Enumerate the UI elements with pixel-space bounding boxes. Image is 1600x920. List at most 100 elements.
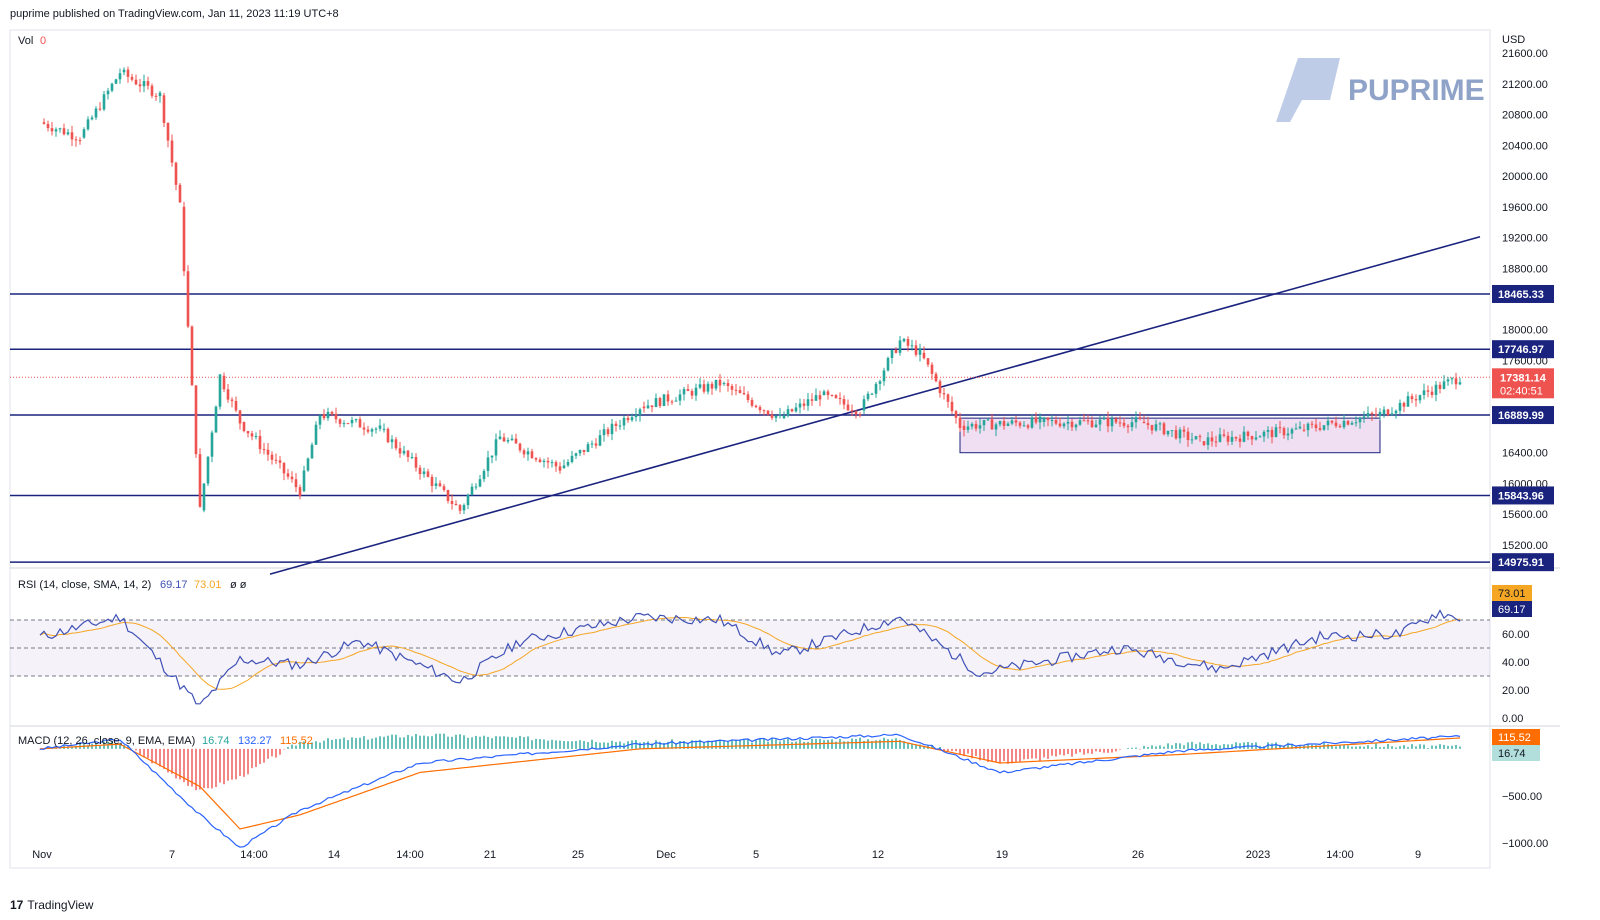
- price-tick-label: 19200.00: [1502, 233, 1548, 245]
- candle-body: [326, 411, 330, 419]
- candle-body: [1458, 382, 1462, 385]
- candle-body: [386, 428, 390, 443]
- candle-body: [974, 423, 978, 429]
- candle-body: [506, 440, 510, 442]
- candle-body: [1190, 439, 1194, 441]
- candle-body: [1166, 430, 1170, 435]
- candle-body: [74, 139, 78, 141]
- candle-body: [910, 345, 914, 347]
- candle-body: [1242, 431, 1246, 442]
- candle-body: [670, 401, 674, 403]
- candle-body: [82, 129, 86, 138]
- time-tick-label: 26: [1132, 849, 1144, 861]
- candle-body: [766, 410, 770, 415]
- candle-body: [1358, 417, 1362, 423]
- candle-body: [226, 389, 230, 400]
- candle-body: [366, 429, 370, 432]
- candle-body: [498, 436, 502, 440]
- candle-body: [774, 415, 778, 418]
- candle-body: [590, 443, 594, 445]
- candle-body: [482, 470, 486, 480]
- candle-body: [1402, 402, 1406, 407]
- candle-body: [1398, 402, 1402, 411]
- candle-body: [190, 326, 194, 386]
- candle-body: [474, 486, 478, 488]
- candle-body: [114, 79, 118, 84]
- candle-body: [642, 406, 646, 409]
- candle-body: [1350, 423, 1354, 425]
- candle-body: [598, 435, 602, 446]
- candle-body: [86, 119, 90, 130]
- candle-body: [918, 348, 922, 355]
- candle-body: [714, 379, 718, 389]
- candle-body: [742, 393, 746, 395]
- candle-body: [586, 444, 590, 452]
- candle-body: [194, 385, 198, 455]
- macd-title: MACD (12, 26, close, 9, EMA, EMA): [18, 735, 195, 747]
- candle-body: [818, 395, 822, 400]
- candle-body: [1058, 423, 1062, 427]
- candle-body: [958, 417, 962, 429]
- rsi-sma-value: 73.01: [194, 579, 222, 591]
- candle-body: [438, 483, 442, 487]
- candle-body: [782, 415, 786, 419]
- candle-body: [238, 410, 242, 424]
- time-tick-label: Dec: [656, 849, 676, 861]
- candle-body: [906, 339, 910, 346]
- candle-body: [414, 456, 418, 468]
- candle-body: [314, 424, 318, 445]
- candle-body: [894, 350, 898, 353]
- candle-body: [398, 448, 402, 454]
- consolidation-box: [959, 417, 1381, 454]
- candle-body: [1070, 421, 1074, 428]
- candle-body: [66, 132, 70, 135]
- candle-body: [1118, 422, 1122, 424]
- candle-body: [674, 400, 678, 402]
- vol-label: Vol: [18, 35, 33, 47]
- price-tick-label: 20400.00: [1502, 140, 1548, 152]
- candle-body: [310, 444, 314, 459]
- price-tick-label: 18000.00: [1502, 325, 1548, 337]
- candle-body: [1250, 436, 1254, 440]
- price-tick-label: 18800.00: [1502, 263, 1548, 275]
- tradingview-logo-icon: 17: [10, 898, 24, 912]
- candle-body: [250, 433, 254, 437]
- level-badge: 17746.97: [1498, 344, 1544, 356]
- candle-body: [1310, 423, 1314, 425]
- candle-body: [1390, 413, 1394, 416]
- candle-body: [658, 398, 662, 407]
- publish-info: puprime published on TradingView.com, Ja…: [10, 8, 339, 20]
- candle-body: [362, 427, 366, 430]
- candle-body: [442, 486, 446, 491]
- candle-body: [1318, 428, 1322, 430]
- candle-body: [382, 428, 386, 430]
- candle-body: [710, 383, 714, 389]
- candle-body: [970, 423, 974, 427]
- candle-body: [738, 390, 742, 394]
- candle-body: [1142, 421, 1146, 424]
- rsi-sma-line: [39, 616, 1461, 690]
- last-price-badge: 17381.14: [1500, 372, 1547, 384]
- candle-body: [1194, 436, 1198, 440]
- level-badge: 14975.91: [1498, 557, 1544, 569]
- candle-body: [574, 453, 578, 456]
- candle-body: [394, 439, 398, 449]
- candle-body: [1246, 431, 1250, 437]
- candle-body: [422, 471, 426, 475]
- candle-body: [150, 85, 154, 96]
- candle-body: [1266, 430, 1270, 432]
- candle-body: [790, 409, 794, 412]
- candle-body: [686, 389, 690, 391]
- candle-body: [514, 438, 518, 444]
- candle-body: [1394, 410, 1398, 414]
- candle-body: [146, 81, 150, 86]
- candle-body: [846, 404, 850, 411]
- candle-body: [666, 394, 670, 402]
- candle-body: [1022, 425, 1026, 427]
- price-tick-label: 19600.00: [1502, 202, 1548, 214]
- candle-body: [102, 94, 106, 110]
- candle-body: [1222, 434, 1226, 436]
- candle-body: [698, 384, 702, 388]
- candle-body: [42, 122, 46, 124]
